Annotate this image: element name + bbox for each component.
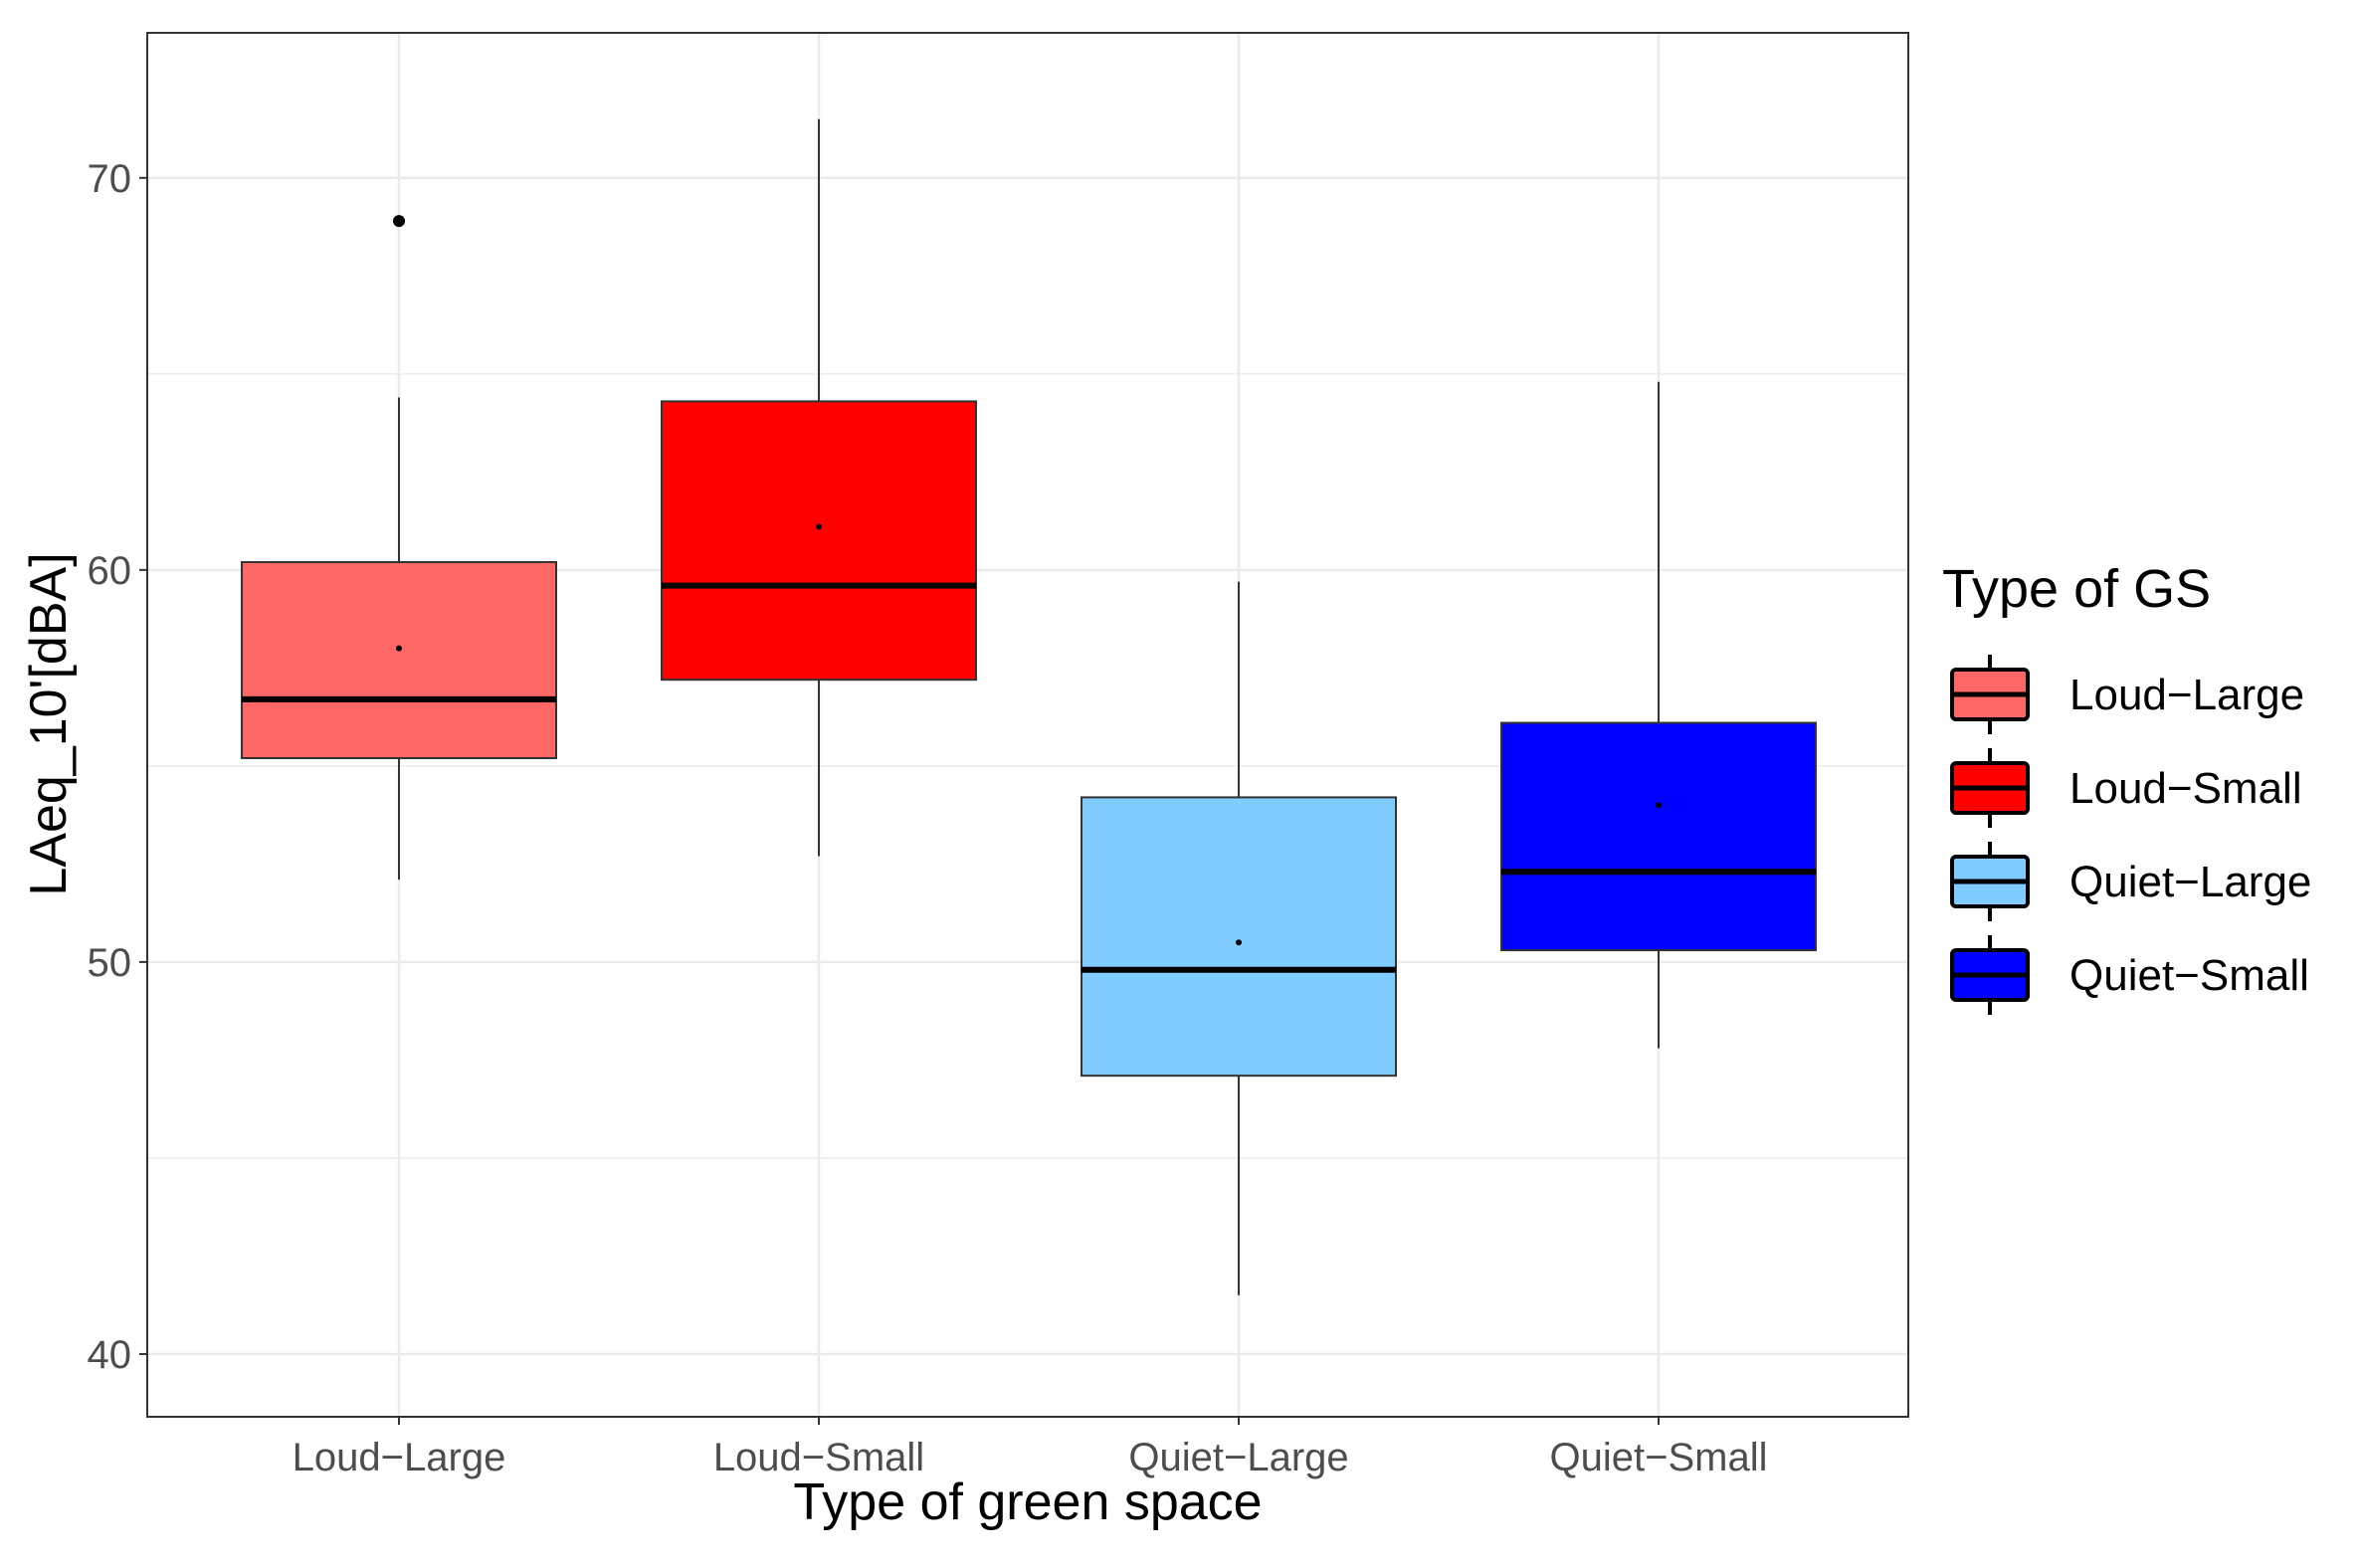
y-tick-label: 60 (88, 549, 132, 593)
y-tick-label: 40 (88, 1333, 132, 1377)
legend-label: Loud−Large (2069, 671, 2304, 719)
box-loud-small (661, 118, 977, 857)
box-iqr (661, 400, 977, 682)
mean-point (816, 523, 822, 530)
legend-label: Quiet−Small (2069, 951, 2309, 1000)
x-tick-label: Quiet−Small (1550, 1436, 1768, 1479)
y-tick-label: 50 (88, 941, 132, 985)
plot-border (146, 32, 1909, 1418)
outlier-point (393, 215, 405, 228)
legend-item: Loud−Large (1950, 655, 2304, 734)
mean-point (396, 645, 402, 652)
y-axis-title: LAeq_10'[dBA] (20, 552, 78, 895)
legend-item: Quiet−Large (1950, 842, 2311, 921)
x-tick-label: Loud−Large (293, 1436, 506, 1479)
x-tick-label: Quiet−Large (1128, 1436, 1348, 1479)
box-quiet-large (1081, 581, 1397, 1295)
y-tick-label: 70 (88, 157, 132, 201)
x-axis: Loud−Large Loud−Small Quiet−Large Quiet−Sma… (293, 1417, 1768, 1479)
legend-title: Type of GS (1942, 559, 2211, 619)
boxes (241, 118, 1817, 1295)
legend-label: Loud−Small (2069, 764, 2302, 813)
y-axis: 40 50 60 70 (88, 157, 147, 1377)
mean-point (1236, 939, 1242, 946)
legend: Type of GS Loud−Large Loud−Small Quiet−Lar… (1942, 559, 2311, 1015)
legend-label: Quiet−Large (2069, 858, 2311, 906)
legend-item: Quiet−Small (1950, 935, 2309, 1015)
box-iqr (1081, 796, 1397, 1078)
box-iqr (241, 560, 557, 759)
mean-point (1656, 802, 1662, 809)
box-iqr (1500, 721, 1817, 952)
box-quiet-small (1500, 381, 1817, 1049)
box-loud-large (241, 215, 557, 881)
legend-item: Loud−Small (1950, 748, 2302, 828)
x-tick-label: Loud−Small (713, 1436, 924, 1479)
x-axis-title: Type of green space (793, 1473, 1262, 1531)
